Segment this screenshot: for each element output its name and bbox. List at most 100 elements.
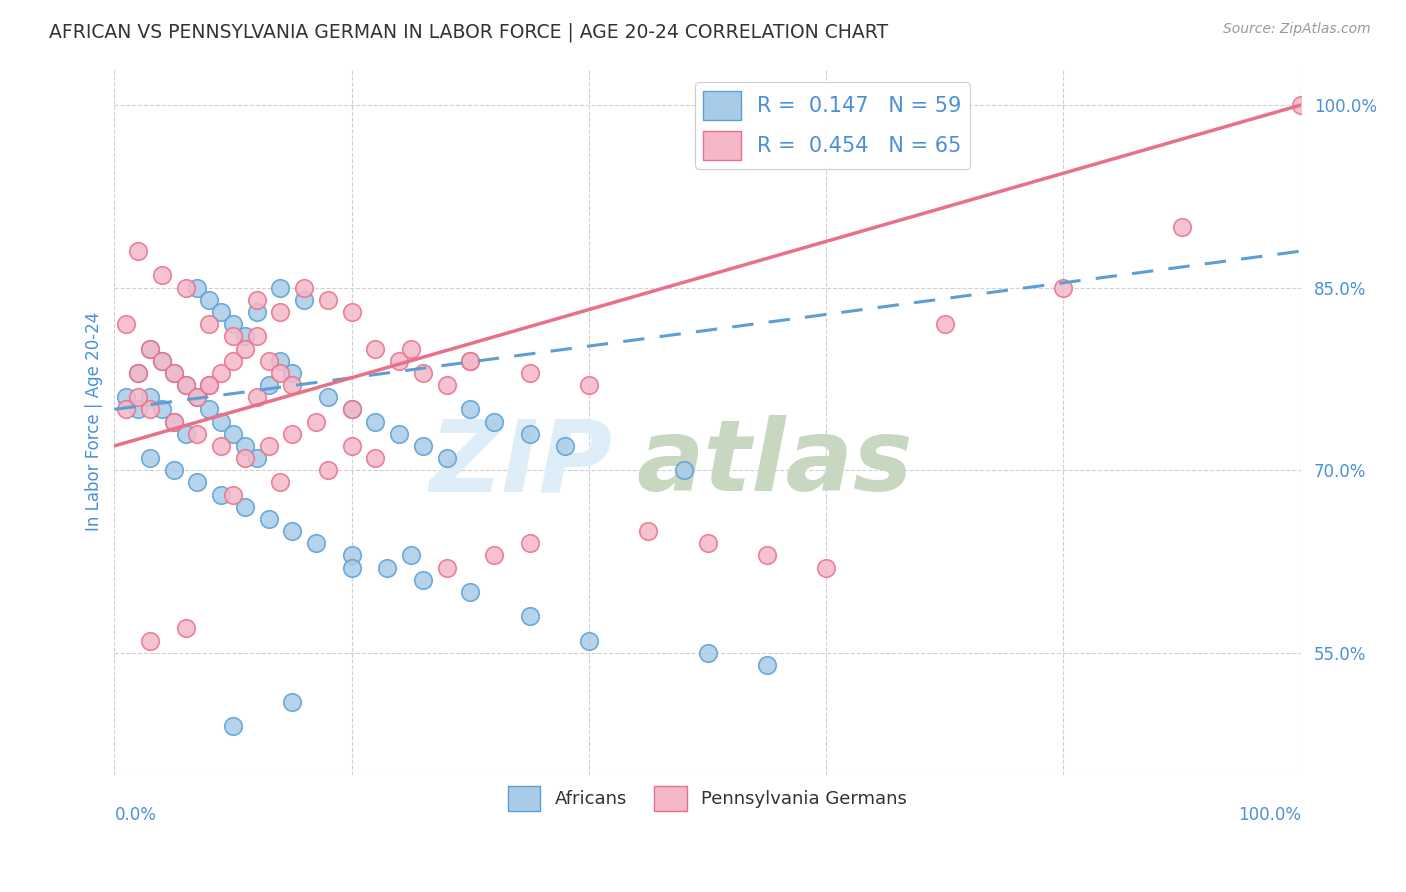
Legend: Africans, Pennsylvania Germans: Africans, Pennsylvania Germans	[501, 779, 914, 819]
Point	[412, 439, 434, 453]
Point	[163, 463, 186, 477]
Point	[482, 415, 505, 429]
Text: 100.0%: 100.0%	[1237, 806, 1301, 824]
Point	[198, 378, 221, 392]
Point	[281, 524, 304, 538]
Point	[578, 378, 600, 392]
Point	[174, 280, 197, 294]
Point	[672, 463, 695, 477]
Point	[186, 390, 208, 404]
Text: atlas: atlas	[637, 416, 912, 512]
Point	[399, 549, 422, 563]
Point	[127, 390, 149, 404]
Point	[233, 329, 256, 343]
Point	[340, 560, 363, 574]
Point	[174, 426, 197, 441]
Point	[292, 293, 315, 307]
Point	[270, 305, 292, 319]
Point	[127, 402, 149, 417]
Point	[115, 317, 138, 331]
Point	[340, 439, 363, 453]
Point	[150, 402, 173, 417]
Point	[174, 622, 197, 636]
Point	[233, 439, 256, 453]
Point	[281, 378, 304, 392]
Point	[222, 353, 245, 368]
Point	[281, 694, 304, 708]
Point	[246, 305, 269, 319]
Point	[233, 500, 256, 514]
Point	[281, 426, 304, 441]
Point	[233, 342, 256, 356]
Point	[340, 305, 363, 319]
Point	[186, 475, 208, 490]
Point	[222, 317, 245, 331]
Point	[815, 560, 838, 574]
Point	[209, 305, 232, 319]
Point	[222, 329, 245, 343]
Point	[139, 390, 162, 404]
Point	[578, 633, 600, 648]
Point	[246, 329, 269, 343]
Point	[163, 415, 186, 429]
Point	[519, 366, 541, 380]
Point	[186, 280, 208, 294]
Point	[281, 366, 304, 380]
Point	[1289, 98, 1312, 112]
Point	[1171, 219, 1194, 234]
Point	[316, 293, 339, 307]
Point	[292, 280, 315, 294]
Point	[436, 378, 458, 392]
Point	[270, 353, 292, 368]
Text: AFRICAN VS PENNSYLVANIA GERMAN IN LABOR FORCE | AGE 20-24 CORRELATION CHART: AFRICAN VS PENNSYLVANIA GERMAN IN LABOR …	[49, 22, 889, 42]
Point	[696, 646, 718, 660]
Point	[460, 353, 482, 368]
Point	[257, 378, 280, 392]
Point	[436, 560, 458, 574]
Point	[198, 378, 221, 392]
Point	[222, 719, 245, 733]
Point	[305, 415, 328, 429]
Point	[934, 317, 956, 331]
Point	[139, 402, 162, 417]
Point	[270, 475, 292, 490]
Point	[198, 402, 221, 417]
Point	[399, 342, 422, 356]
Point	[637, 524, 659, 538]
Point	[209, 366, 232, 380]
Point	[436, 451, 458, 466]
Point	[519, 609, 541, 624]
Point	[222, 426, 245, 441]
Point	[755, 658, 778, 673]
Point	[139, 342, 162, 356]
Point	[174, 378, 197, 392]
Point	[163, 415, 186, 429]
Point	[115, 390, 138, 404]
Point	[150, 353, 173, 368]
Point	[139, 451, 162, 466]
Point	[163, 366, 186, 380]
Point	[316, 390, 339, 404]
Point	[246, 390, 269, 404]
Point	[127, 244, 149, 259]
Point	[257, 439, 280, 453]
Point	[115, 402, 138, 417]
Point	[388, 426, 411, 441]
Text: ZIP: ZIP	[430, 416, 613, 512]
Y-axis label: In Labor Force | Age 20-24: In Labor Force | Age 20-24	[86, 312, 103, 531]
Point	[460, 402, 482, 417]
Point	[696, 536, 718, 550]
Point	[233, 451, 256, 466]
Point	[198, 317, 221, 331]
Point	[270, 366, 292, 380]
Point	[340, 402, 363, 417]
Point	[209, 439, 232, 453]
Text: Source: ZipAtlas.com: Source: ZipAtlas.com	[1223, 22, 1371, 37]
Point	[174, 378, 197, 392]
Point	[139, 342, 162, 356]
Point	[127, 366, 149, 380]
Point	[755, 549, 778, 563]
Point	[198, 293, 221, 307]
Point	[340, 549, 363, 563]
Point	[364, 415, 387, 429]
